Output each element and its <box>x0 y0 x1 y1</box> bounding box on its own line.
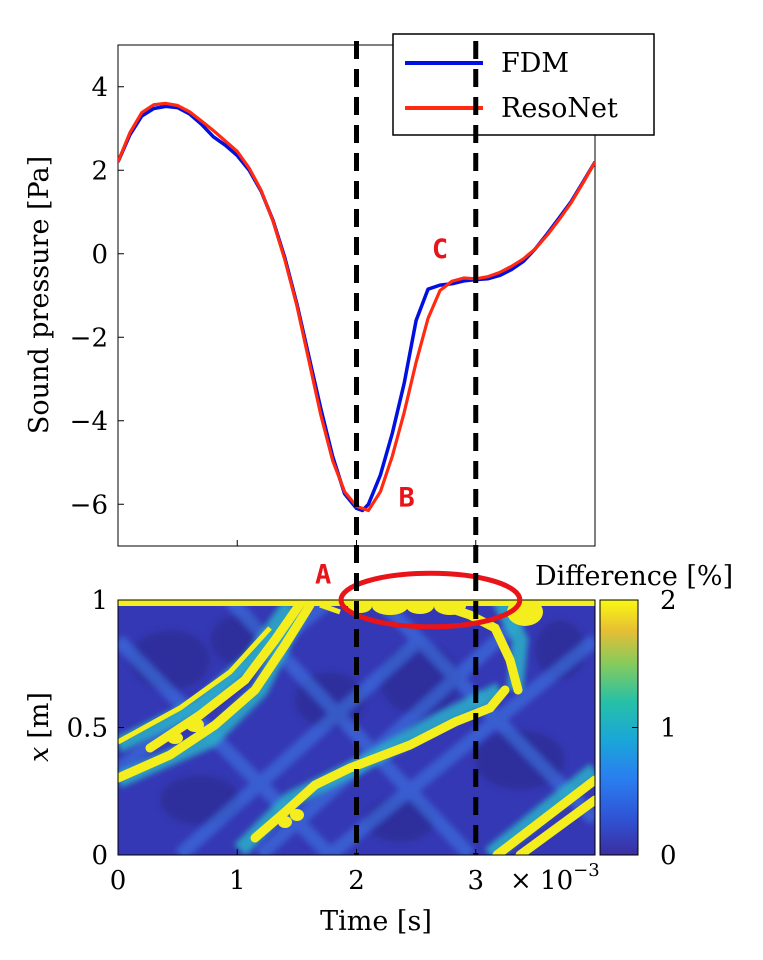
legend-label-fdm: FDM <box>501 48 569 79</box>
heatmap-x-axis-label: Time [s] <box>320 906 432 937</box>
heatmap-y-axis-unit: [m] <box>24 692 55 739</box>
colorbar-label: Difference [%] <box>535 561 733 592</box>
top-y-tick-label: 0 <box>91 240 108 270</box>
heatmap-x-tick-label: 2 <box>348 866 365 896</box>
top-y-tick-label: −4 <box>70 407 108 437</box>
heatmap-y-axis-variable: x <box>24 747 55 762</box>
legend-box <box>392 33 655 136</box>
heatmap-x-tick-label: 1 <box>229 866 246 896</box>
heatmap-y-tick-label: 0 <box>91 841 108 871</box>
colorbar-ticks: 0 1 2 <box>632 586 677 871</box>
colorbar: 0 1 2 Difference [%] <box>535 561 733 871</box>
colorbar-gradient <box>599 599 639 856</box>
heatmap-y-tick-label: 1 <box>91 586 108 616</box>
highlight-ellipse <box>338 570 523 630</box>
top-y-tick-label: 2 <box>91 156 108 186</box>
heatmap-x-tick-label: 3 <box>467 866 484 896</box>
top-y-tick-label: 4 <box>91 73 108 103</box>
legend: FDM ResoNet <box>392 33 655 136</box>
annotation-c: C <box>432 234 448 265</box>
colorbar-tick-label: 1 <box>660 714 677 744</box>
heatmap-x-tick-label: 0 <box>110 866 127 896</box>
heatmap-annotations: A <box>315 559 331 590</box>
time-guides <box>354 41 479 855</box>
heatmap-x-exponent: −3 <box>573 860 600 881</box>
top-y-axis: 4 2 0 −2 −4 −6 <box>70 73 124 520</box>
heatmap-y-axis-label: x [m] <box>24 692 55 762</box>
sound-pressure-panel: 420−2−4−6 Sound pressure [Pa] BC FDM Res… <box>24 33 655 547</box>
heatmap-x-axis: 0 1 2 3 <box>110 849 484 896</box>
series-line-fdm <box>118 104 595 513</box>
top-annotations: BC <box>398 234 448 513</box>
heatmap-x-multiplier: × 10−3 <box>510 860 600 896</box>
top-y-tick-label: −6 <box>70 490 108 520</box>
top-y-tick-label: −2 <box>70 323 108 353</box>
legend-label-resonet: ResoNet <box>501 93 618 124</box>
heatmap-y-axis: 00.51 <box>67 586 124 871</box>
annotation-a: A <box>315 559 331 590</box>
heatmap-y-tick-label: 0.5 <box>67 714 108 744</box>
colorbar-tick-label: 2 <box>660 586 677 616</box>
annotation-b: B <box>398 482 414 513</box>
top-y-axis-label: Sound pressure [Pa] <box>24 156 55 434</box>
colorbar-tick-label: 0 <box>660 841 677 871</box>
